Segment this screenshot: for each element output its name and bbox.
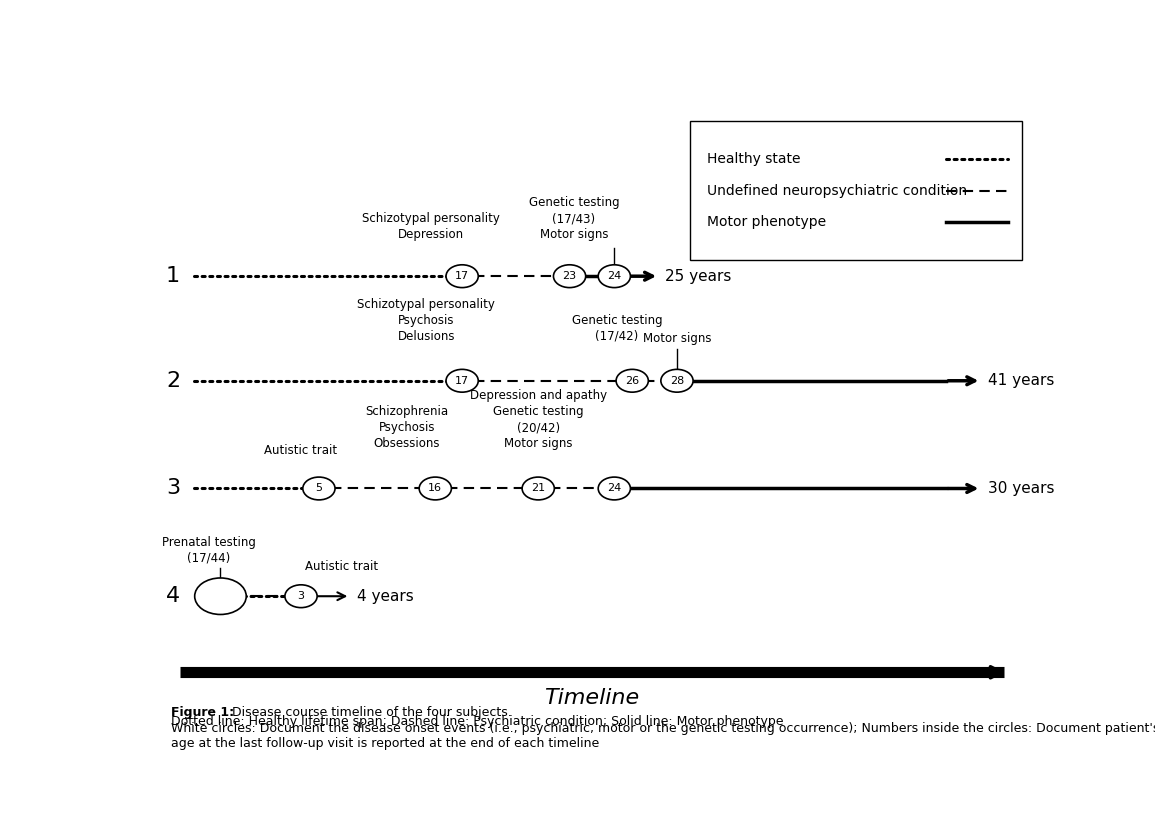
Text: Genetic testing
(17/42): Genetic testing (17/42) [572,314,662,342]
Circle shape [598,477,631,500]
Text: 2: 2 [166,370,180,391]
Circle shape [285,585,318,607]
Circle shape [522,477,554,500]
Text: Timeline: Timeline [544,687,640,708]
Text: 25 years: 25 years [665,268,732,284]
Text: 16: 16 [429,483,442,494]
Text: Dotted line: Healthy lifetime span; Dashed line: Psychiatric condition; Solid li: Dotted line: Healthy lifetime span; Dash… [171,714,784,728]
Text: 28: 28 [670,376,684,386]
Text: Genetic testing
(17/43)
Motor signs: Genetic testing (17/43) Motor signs [529,197,619,241]
Text: Autistic trait: Autistic trait [305,560,379,573]
Text: Motor signs: Motor signs [642,332,711,345]
Text: 17: 17 [455,376,469,386]
Text: Motor phenotype: Motor phenotype [707,216,826,230]
Text: 5: 5 [315,483,322,494]
Text: 17: 17 [455,272,469,281]
Text: Schizophrenia
Psychosis
Obsessions: Schizophrenia Psychosis Obsessions [365,406,448,450]
Text: Undefined neuropsychiatric condition: Undefined neuropsychiatric condition [707,184,967,198]
Circle shape [195,578,246,615]
Circle shape [598,265,631,287]
Circle shape [661,370,693,393]
Text: 23: 23 [562,272,576,281]
Text: 24: 24 [608,483,621,494]
Text: Disease course timeline of the four subjects.: Disease course timeline of the four subj… [232,706,512,718]
Circle shape [616,370,648,393]
Text: Autistic trait: Autistic trait [264,444,337,457]
Text: Schizotypal personality
Depression: Schizotypal personality Depression [362,212,500,241]
Text: 3: 3 [298,591,305,602]
Text: 1: 1 [166,266,180,286]
Circle shape [553,265,586,287]
Text: Depression and apathy
Genetic testing
(20/42)
Motor signs: Depression and apathy Genetic testing (2… [470,389,606,450]
Text: White circles: Document the disease onset events (i.e., psychiatric, motor or th: White circles: Document the disease onse… [171,723,1155,751]
Circle shape [446,265,478,287]
Text: 4: 4 [166,586,180,607]
Text: 4 years: 4 years [357,588,413,604]
Text: 30 years: 30 years [988,481,1055,496]
Text: Schizotypal personality
Psychosis
Delusions: Schizotypal personality Psychosis Delusi… [357,298,495,342]
Circle shape [303,477,335,500]
FancyBboxPatch shape [691,121,1021,260]
Circle shape [446,370,478,393]
Text: 21: 21 [531,483,545,494]
Text: 41 years: 41 years [988,374,1055,388]
Text: 24: 24 [608,272,621,281]
Text: 26: 26 [625,376,639,386]
Text: Prenatal testing
(17/44): Prenatal testing (17/44) [162,536,255,565]
Circle shape [419,477,452,500]
Text: Healthy state: Healthy state [707,152,800,166]
Text: Figure 1:: Figure 1: [171,706,239,718]
Text: 3: 3 [166,478,180,499]
